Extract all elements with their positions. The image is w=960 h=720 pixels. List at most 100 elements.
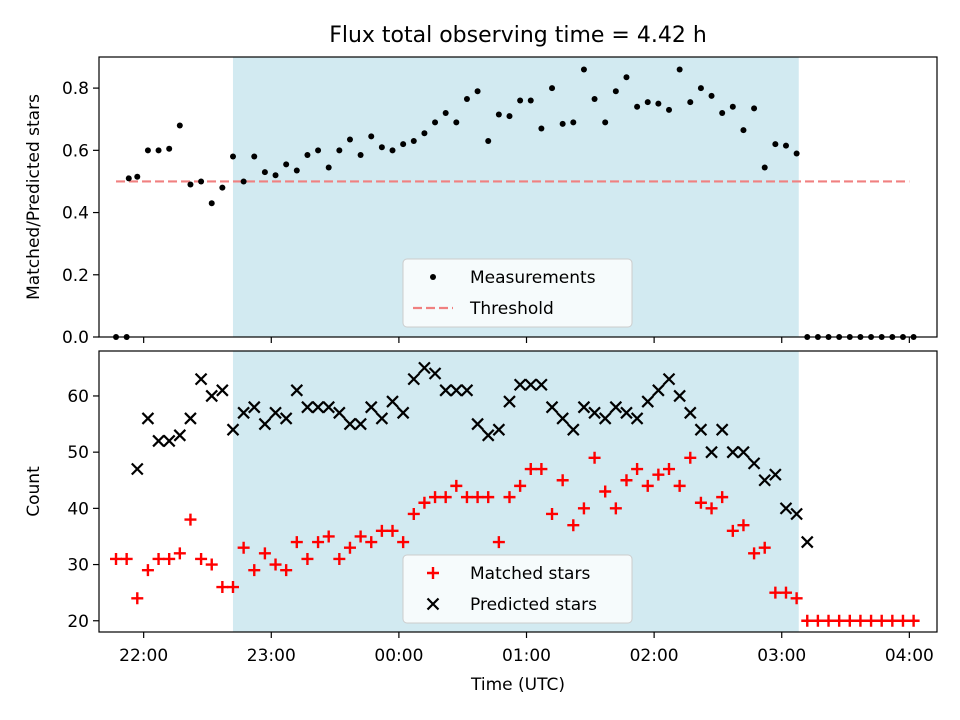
matched-point <box>397 536 410 549</box>
measurement-point <box>591 96 598 102</box>
matched-point <box>896 614 909 627</box>
matched-point <box>131 592 144 605</box>
predicted-point <box>747 457 761 470</box>
legend-label: Measurements <box>470 268 596 288</box>
predicted-point <box>301 400 314 414</box>
measurement-point <box>346 136 353 143</box>
measurement-point <box>453 119 460 126</box>
y-tick-label: 0.0 <box>62 328 89 348</box>
legend-box <box>402 554 633 624</box>
matched-point <box>865 614 878 627</box>
measurement-point <box>125 175 132 182</box>
legend-marker-measurements <box>430 274 436 280</box>
predicted-point <box>790 507 803 521</box>
y-axis-label: Count <box>24 466 44 517</box>
predicted-point <box>737 445 750 459</box>
matched-point <box>354 530 367 543</box>
predicted-point <box>428 367 442 380</box>
measurement-point <box>474 88 481 95</box>
matched-point <box>258 547 271 560</box>
measurement-point <box>676 66 683 73</box>
chart-title: Flux total observing time = 4.42 h <box>329 23 707 48</box>
measurement-point <box>782 142 789 149</box>
measurement-point <box>400 141 407 148</box>
series-measurements <box>113 66 917 340</box>
x-tick-label: 00:00 <box>374 646 423 666</box>
legend-label: Predicted stars <box>470 595 597 615</box>
predicted-point <box>226 423 240 436</box>
matched-point <box>737 519 750 532</box>
measurement-point <box>623 74 630 81</box>
measurement-point <box>602 119 609 126</box>
matched-point <box>631 463 644 476</box>
predicted-point <box>279 412 293 425</box>
matched-point <box>407 507 420 520</box>
series-matched-stars <box>110 451 920 627</box>
measurement-point <box>751 105 758 112</box>
y-axis-label: Matched/Predicted stars <box>24 94 44 300</box>
matched-point <box>280 564 293 577</box>
predicted-point <box>354 417 367 431</box>
matched-point <box>503 491 516 504</box>
measurement-point <box>272 172 279 179</box>
predicted-point <box>598 412 612 425</box>
predicted-point <box>173 429 187 442</box>
y-tick-label: 50 <box>67 443 89 463</box>
matched-point <box>322 530 335 543</box>
predicted-point <box>418 361 431 375</box>
measurement-point <box>251 153 258 160</box>
measurement-point <box>527 97 534 104</box>
predicted-point <box>396 406 410 420</box>
matched-point <box>269 558 282 571</box>
matched-point <box>726 524 739 537</box>
predicted-point <box>609 400 623 414</box>
measurement-point <box>410 138 417 144</box>
matched-point <box>439 491 452 504</box>
matched-point <box>769 586 782 599</box>
predicted-point <box>588 406 601 420</box>
matched-point <box>237 541 250 554</box>
measurement-point <box>283 161 290 168</box>
measurement-point <box>549 85 556 92</box>
measurement-point <box>580 66 587 73</box>
matched-point <box>641 479 654 492</box>
legend-marker-matched <box>427 567 439 579</box>
matched-point <box>365 536 378 549</box>
matched-point <box>652 468 665 481</box>
measurement-point <box>261 169 268 176</box>
measurement-point <box>634 103 641 110</box>
x-tick-label: 23:00 <box>247 646 296 666</box>
predicted-point <box>471 417 484 431</box>
predicted-point <box>545 400 559 414</box>
legend-label: Threshold <box>469 299 554 319</box>
y-tick-label: 20 <box>67 612 89 632</box>
matched-point <box>375 524 388 537</box>
matched-point <box>333 552 346 565</box>
matched-point <box>673 479 686 492</box>
predicted-point <box>769 468 782 481</box>
matched-point <box>343 541 356 554</box>
predicted-point <box>439 384 452 397</box>
matched-point <box>556 474 569 487</box>
measurement-point <box>559 120 566 127</box>
matched-point <box>429 491 442 504</box>
predicted-point <box>269 406 282 420</box>
measurement-point <box>687 99 694 106</box>
measurement-point <box>357 152 364 158</box>
measurement-point <box>570 119 577 126</box>
predicted-point <box>503 395 516 408</box>
matched-point <box>163 552 176 565</box>
matched-point <box>312 536 325 549</box>
measurement-point <box>729 103 736 110</box>
matched-point <box>907 614 920 627</box>
measurement-point <box>155 147 162 154</box>
measurement-point <box>229 153 236 160</box>
predicted-point <box>779 502 793 515</box>
x-tick-label: 22:00 <box>119 646 168 666</box>
top-panel: 0.0 0.2 0.4 0.6 0.8 Matched/Predicted stars Me… <box>24 56 938 348</box>
legend: Matched stars Predicted stars <box>402 554 633 624</box>
measurement-point <box>421 130 428 137</box>
measurement-point <box>368 133 375 140</box>
predicted-point <box>652 384 665 397</box>
measurement-point <box>612 88 619 95</box>
